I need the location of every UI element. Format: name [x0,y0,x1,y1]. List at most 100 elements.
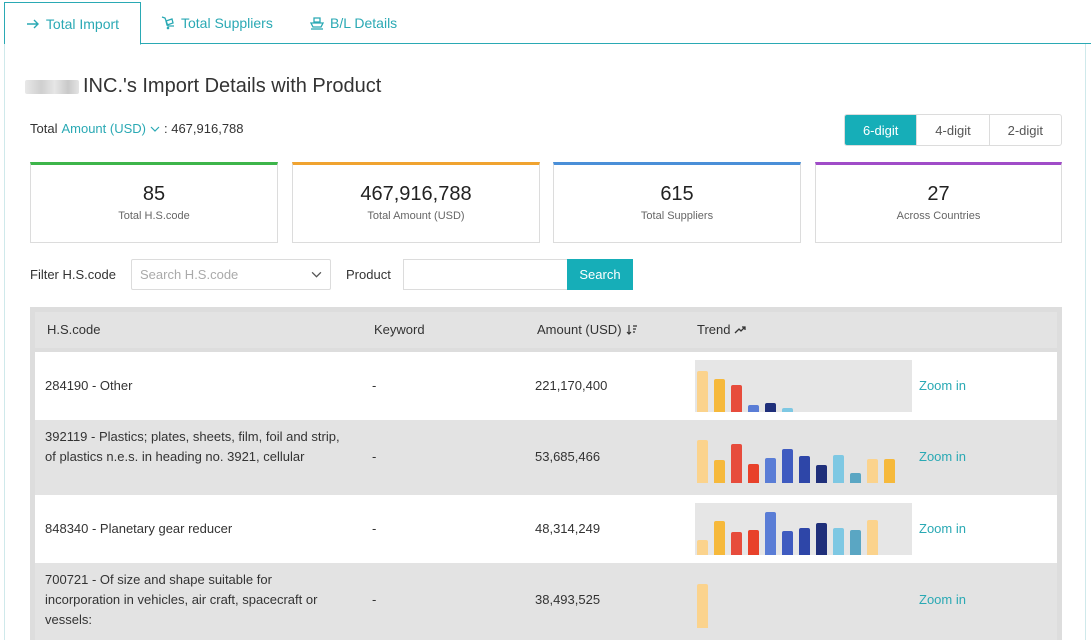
card-value: 615 [660,183,694,205]
trend-bar [731,385,742,412]
trend-bar [714,460,725,483]
trend-bar [799,528,810,555]
card-value: 27 [927,183,950,205]
trend-bar [782,408,793,412]
digit-4-button[interactable]: 4-digit [917,115,990,145]
redacted-company-name [25,79,79,94]
chevron-down-icon [150,126,160,132]
table-row: 284190 - Other - 221,170,400 Zoom in [35,352,1057,420]
card-total-amount: 467,916,788 Total Amount (USD) [292,162,540,243]
total-value: : 467,916,788 [164,121,244,136]
hs-code-cell: 848340 - Planetary gear reducer [45,521,233,536]
trend-bar [731,444,742,483]
hs-code-table: H.S.code Keyword Amount (USD) Trend 2841… [30,307,1062,640]
trend-bar [731,532,742,555]
tab-bar: Total Import Total Suppliers B/L Details [4,0,1091,45]
keyword-cell: - [372,592,377,607]
trend-bar [697,440,708,483]
col-trend-label: Trend [697,322,731,337]
amount-cell: 221,170,400 [535,378,608,393]
tab-total-import[interactable]: Total Import [4,2,141,45]
zoom-in-link[interactable]: Zoom in [919,521,966,536]
filter-bar: Filter H.S.code Search H.S.code Product … [30,259,730,290]
table-header: H.S.code Keyword Amount (USD) Trend [35,312,1057,348]
digit-2-button[interactable]: 2-digit [1007,122,1044,138]
trend-up-icon [735,325,747,333]
trend-bar [799,456,810,483]
product-input[interactable] [403,259,567,290]
table-row: 392119 - Plastics; plates, sheets, film,… [35,420,1057,495]
search-button[interactable]: Search [567,259,633,290]
card-total-suppliers: 615 Total Suppliers [553,162,801,243]
sort-desc-icon [626,324,637,335]
trend-chart [695,576,912,628]
tab-label: Total Suppliers [181,15,273,31]
trend-bar [782,531,793,555]
col-keyword: Keyword [374,322,425,337]
tab-total-suppliers[interactable]: Total Suppliers [161,2,273,44]
arrow-right-icon [26,19,39,28]
col-amount[interactable]: Amount (USD) [537,322,638,337]
col-amount-label: Amount (USD) [537,322,622,337]
digit-6-button[interactable]: 6-digit [845,115,918,145]
trend-bar [850,530,861,555]
card-value: 467,916,788 [360,183,472,205]
trend-chart [695,503,912,555]
tab-label: B/L Details [330,15,398,31]
trend-chart [695,360,912,412]
trend-bar [697,540,708,555]
chevron-down-icon [311,271,322,278]
keyword-cell: - [372,521,377,536]
hs-code-select[interactable]: Search H.S.code [131,259,331,290]
trend-bar [833,528,844,555]
trend-bar [748,530,759,555]
trend-bar [884,459,895,483]
card-label: Total Suppliers [640,210,714,222]
card-countries: 27 Across Countries [815,162,1062,243]
table-row: 848340 - Planetary gear reducer - 48,314… [35,495,1057,563]
hand-truck-icon [161,16,174,30]
hs-code-cell: 284190 - Other [45,378,133,393]
trend-bar [850,473,861,483]
ship-icon [310,17,324,30]
zoom-in-link[interactable]: Zoom in [919,592,966,607]
trend-bar [867,520,878,555]
col-trend: Trend [697,322,747,337]
amount-cell: 38,493,525 [535,592,601,607]
page-title: INC.'s Import Details with Product [25,75,381,98]
product-label: Product [346,267,391,282]
trend-bar [765,403,776,412]
card-label: Total Amount (USD) [367,210,465,222]
trend-bar [765,512,776,555]
zoom-in-link[interactable]: Zoom in [919,378,966,393]
hs-code-placeholder: Search H.S.code [140,267,239,282]
import-details-panel: INC.'s Import Details with Product Total… [4,44,1086,640]
card-label: Total H.S.code [118,210,190,222]
card-value: 85 [142,183,166,205]
hs-code-cell: 392119 - Plastics; plates, sheets, film,… [45,429,340,464]
trend-bar [765,458,776,483]
page-title-text: INC.'s Import Details with Product [83,75,382,97]
col-hs-code: H.S.code [47,322,101,337]
trend-bar [748,464,759,483]
trend-bar [697,584,708,628]
amount-cell: 53,685,466 [535,449,601,464]
metric-label: Amount (USD) [61,121,146,136]
hs-filter-label: Filter H.S.code [30,267,116,282]
trend-bar [816,465,827,483]
tab-label: Total Import [45,15,120,32]
keyword-cell: - [372,449,377,464]
card-hs-code: 85 Total H.S.code [30,162,278,243]
trend-bar [714,379,725,412]
metric-dropdown[interactable]: Amount (USD) [61,121,160,136]
trend-chart [695,431,912,483]
hs-code-cell: 700721 - Of size and shape suitable for … [45,572,318,627]
trend-bar [867,459,878,483]
table-row: 700721 - Of size and shape suitable for … [35,563,1057,640]
trend-bar [697,371,708,412]
amount-cell: 48,314,249 [535,521,601,536]
trend-bar [833,455,844,483]
zoom-in-link[interactable]: Zoom in [919,449,966,464]
tab-bl-details[interactable]: B/L Details [310,2,397,44]
stat-cards: 85 Total H.S.code 467,916,788 Total Amou… [30,162,1062,243]
